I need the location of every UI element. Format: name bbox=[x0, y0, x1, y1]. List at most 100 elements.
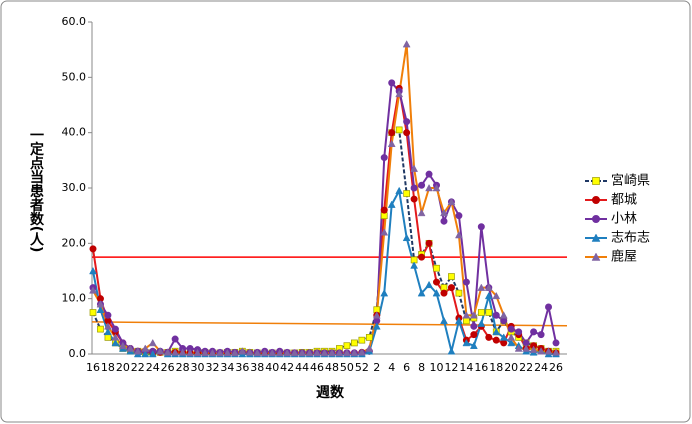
data-point bbox=[485, 309, 493, 316]
data-point bbox=[275, 348, 284, 357]
data-point bbox=[418, 181, 426, 189]
data-point bbox=[118, 341, 127, 349]
data-point bbox=[253, 348, 262, 357]
x-tick-label: 12 bbox=[444, 361, 458, 374]
data-point bbox=[365, 344, 374, 352]
reference-line bbox=[91, 321, 568, 327]
data-point bbox=[432, 289, 441, 297]
data-point bbox=[89, 266, 97, 275]
data-point bbox=[530, 328, 538, 336]
data-point bbox=[104, 322, 112, 330]
data-point bbox=[208, 348, 217, 357]
legend-label: 鹿屋 bbox=[611, 249, 637, 265]
data-point bbox=[500, 317, 508, 325]
x-tick-label: 52 bbox=[355, 361, 369, 374]
data-point bbox=[388, 79, 396, 87]
data-point bbox=[469, 341, 478, 349]
x-tick-label: 22 bbox=[519, 361, 533, 374]
data-point bbox=[529, 345, 538, 353]
data-point bbox=[522, 344, 531, 352]
data-point bbox=[470, 322, 478, 330]
x-tick-label: 8 bbox=[418, 361, 425, 374]
data-point bbox=[440, 217, 448, 225]
data-point bbox=[484, 291, 493, 300]
data-point bbox=[537, 347, 545, 355]
x-tick-label: 6 bbox=[403, 361, 410, 374]
data-point bbox=[425, 170, 433, 178]
data-point bbox=[380, 206, 388, 214]
data-point bbox=[111, 338, 120, 347]
data-point bbox=[171, 335, 179, 343]
x-tick-label: 28 bbox=[176, 361, 190, 374]
data-point bbox=[89, 286, 97, 294]
data-point bbox=[357, 348, 366, 356]
data-point bbox=[402, 233, 411, 242]
data-point bbox=[477, 223, 485, 231]
x-tick-label: 18 bbox=[101, 361, 115, 374]
data-point bbox=[395, 126, 403, 134]
data-point bbox=[96, 305, 105, 313]
data-point bbox=[455, 231, 463, 239]
data-point bbox=[178, 348, 187, 356]
data-point bbox=[410, 164, 419, 172]
data-point bbox=[395, 186, 404, 195]
x-tick-label: 32 bbox=[205, 361, 219, 374]
data-point bbox=[343, 342, 351, 350]
data-point bbox=[447, 197, 456, 206]
data-point bbox=[342, 348, 351, 357]
data-point bbox=[552, 339, 560, 347]
data-point bbox=[89, 245, 97, 253]
data-point bbox=[230, 348, 239, 357]
data-point bbox=[133, 347, 142, 355]
data-point bbox=[462, 311, 471, 319]
x-tick-label: 10 bbox=[430, 361, 444, 374]
data-point bbox=[440, 289, 448, 297]
x-tick-label: 26 bbox=[161, 361, 175, 374]
x-tick-label: 14 bbox=[459, 361, 473, 374]
data-point bbox=[477, 283, 486, 291]
x-tick-label: 26 bbox=[549, 361, 563, 374]
data-point bbox=[418, 253, 426, 261]
legend-marker bbox=[592, 177, 600, 185]
y-tick-label: 10.0 bbox=[62, 292, 87, 305]
data-point bbox=[171, 348, 180, 356]
x-tick-label: 50 bbox=[340, 361, 354, 374]
data-point bbox=[186, 348, 194, 357]
data-point bbox=[193, 348, 202, 357]
y-tick-label: 60.0 bbox=[62, 15, 87, 28]
y-tick-label: 50.0 bbox=[62, 70, 87, 83]
data-point bbox=[126, 344, 135, 352]
data-point bbox=[469, 311, 478, 319]
data-point bbox=[515, 328, 523, 336]
data-point bbox=[545, 303, 553, 311]
data-point bbox=[492, 327, 501, 336]
data-point bbox=[335, 348, 344, 357]
data-point bbox=[351, 339, 358, 347]
data-point bbox=[350, 348, 359, 357]
x-tick-label: 16 bbox=[474, 361, 488, 374]
data-point bbox=[148, 338, 157, 347]
data-point bbox=[216, 348, 224, 357]
x-tick-label: 24 bbox=[534, 361, 548, 374]
data-point bbox=[462, 338, 471, 347]
legend-marker bbox=[592, 196, 600, 204]
data-point bbox=[201, 348, 209, 357]
data-point bbox=[372, 322, 381, 330]
data-point bbox=[402, 40, 411, 48]
data-point bbox=[410, 195, 418, 203]
data-point bbox=[403, 118, 411, 126]
data-point bbox=[111, 333, 120, 341]
data-point bbox=[387, 200, 396, 208]
data-point bbox=[492, 311, 500, 319]
data-point bbox=[358, 336, 366, 344]
data-point bbox=[440, 316, 448, 325]
data-point bbox=[104, 327, 112, 336]
data-point bbox=[417, 208, 426, 217]
x-tick-label: 40 bbox=[265, 361, 279, 374]
data-point bbox=[148, 349, 157, 358]
x-tick-label: 44 bbox=[295, 361, 309, 374]
data-point bbox=[425, 183, 433, 192]
data-point bbox=[403, 190, 410, 197]
data-point bbox=[455, 212, 463, 220]
data-point bbox=[388, 129, 396, 137]
